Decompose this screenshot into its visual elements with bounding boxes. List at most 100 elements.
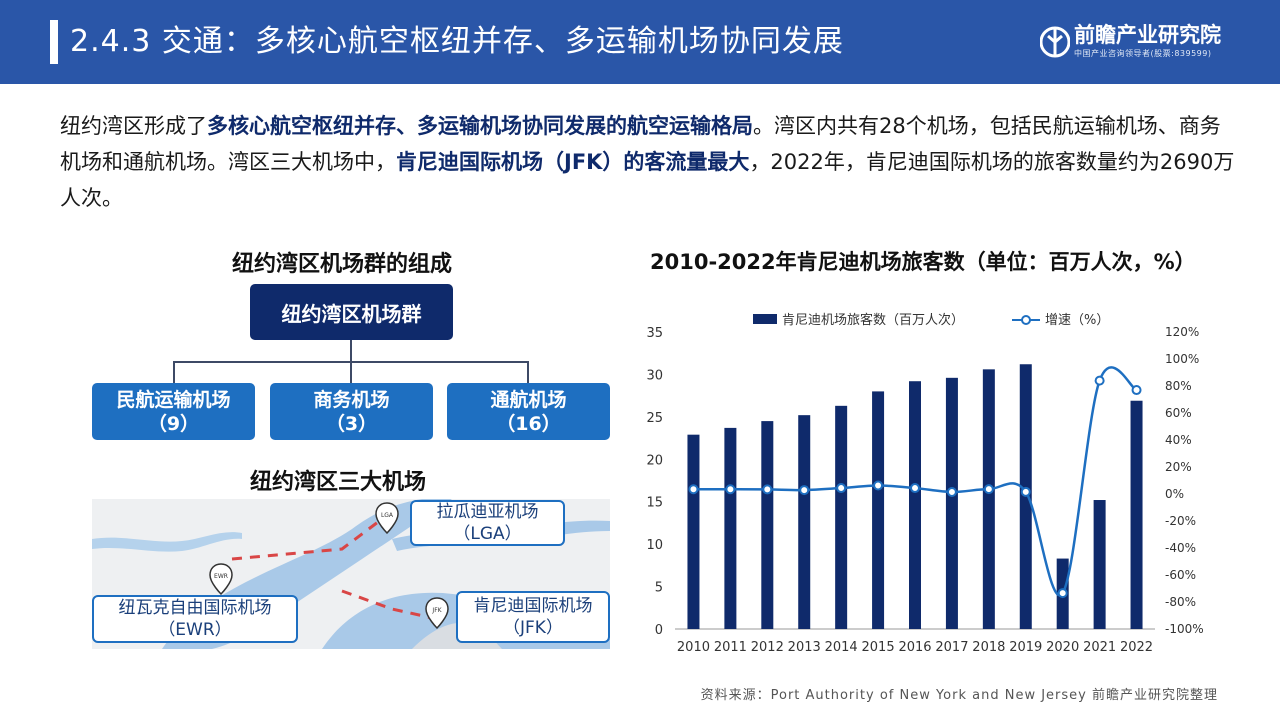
bar-2018 bbox=[982, 369, 995, 629]
jfk-location-pin-icon: JFK bbox=[425, 597, 449, 629]
y-right-tick-label: 20% bbox=[1165, 460, 1192, 474]
y-left-tick-label: 5 bbox=[655, 581, 663, 596]
growth-point-2013 bbox=[799, 485, 810, 496]
intro-text-1: 纽约湾区形成了 bbox=[60, 114, 207, 138]
org-child-name: 民航运输机场 bbox=[116, 388, 231, 411]
x-tick-label: 2010 bbox=[677, 640, 710, 655]
lga-label: 拉瓜迪亚机场 （LGA） bbox=[410, 500, 565, 546]
y-right-tick-label: 0% bbox=[1165, 487, 1184, 501]
growth-point-2021 bbox=[1094, 375, 1105, 386]
flight-route-arrows bbox=[231, 517, 438, 621]
org-root-box: 纽约湾区机场群 bbox=[250, 284, 453, 340]
bar-2022 bbox=[1130, 400, 1143, 629]
jfk-label: 肯尼迪国际机场 （JFK） bbox=[456, 591, 610, 643]
source-note: 资料来源：Port Authority of New York and New … bbox=[700, 688, 1218, 703]
legend-bar-label: 肯尼迪机场旅客数（百万人次） bbox=[782, 312, 964, 328]
bar-2016 bbox=[909, 381, 921, 629]
intro-paragraph: 纽约湾区形成了多核心航空枢纽并存、多运输机场协同发展的航空运输格局。湾区内共有2… bbox=[60, 108, 1240, 216]
org-child-count: （9） bbox=[147, 412, 200, 435]
ewr-label: 纽瓦克自由国际机场 （EWR） bbox=[92, 595, 298, 643]
y-right-tick-label: 80% bbox=[1165, 379, 1192, 393]
bar-2017 bbox=[945, 377, 958, 629]
growth-point-2016 bbox=[910, 483, 920, 494]
growth-point-2019 bbox=[1020, 486, 1031, 497]
lga-pin-code: LGA bbox=[381, 512, 394, 519]
org-child-general: 通航机场 （16） bbox=[447, 383, 610, 440]
bar-2015 bbox=[872, 391, 885, 629]
growth-point-2014 bbox=[836, 483, 847, 494]
passenger-chart: 肯尼迪机场旅客数（百万人次） 增速（%） 0 5 10 15 20 25 30 35 -100% -8… bbox=[646, 312, 1203, 655]
legend-line-marker bbox=[1021, 315, 1031, 325]
x-tick-label: 2011 bbox=[714, 640, 747, 655]
lga-name: 拉瓜迪亚机场 bbox=[436, 502, 539, 522]
x-tick-label: 2019 bbox=[1009, 640, 1042, 655]
org-child-count: （16） bbox=[496, 412, 561, 435]
airport-map: LGA EWR JFK 拉瓜迪亚机场 （LGA） 纽瓦克自由国际机场 （EWR）… bbox=[92, 499, 610, 649]
org-connector-right bbox=[527, 361, 529, 383]
lga-code: （LGA） bbox=[453, 524, 522, 544]
company-logo: 前瞻产业研究院 中国产业咨询领导者(股票:839599) bbox=[1040, 22, 1240, 64]
org-child-name: 通航机场 bbox=[490, 388, 567, 411]
bar-2013 bbox=[798, 415, 811, 629]
y-right-tick-label: 60% bbox=[1165, 406, 1192, 420]
org-connector-left bbox=[173, 361, 175, 383]
bar-2014 bbox=[835, 405, 848, 629]
y-right-tick-label: -80% bbox=[1165, 595, 1196, 609]
y-right-tick-label: -40% bbox=[1165, 541, 1196, 555]
intro-text-2: 。湾区内共有28个机场，包括民航运输机场、商务机场和通航机场。湾区三大机场中， bbox=[60, 114, 1221, 174]
x-tick-label: 2022 bbox=[1120, 640, 1153, 655]
ewr-code: （EWR） bbox=[158, 620, 232, 640]
org-connector-middle bbox=[350, 361, 352, 383]
org-child-business: 商务机场 （3） bbox=[270, 383, 433, 440]
y-left-tick-label: 15 bbox=[646, 496, 663, 511]
y-left-tick-label: 30 bbox=[646, 368, 663, 383]
bar-2012 bbox=[761, 421, 774, 629]
ewr-location-pin-icon: EWR bbox=[209, 563, 233, 595]
x-tick-label: 2020 bbox=[1046, 640, 1079, 655]
jfk-name: 肯尼迪国际机场 bbox=[473, 596, 593, 616]
bar-2011 bbox=[724, 427, 737, 629]
lga-location-pin-icon: LGA bbox=[375, 502, 399, 534]
growth-point-2010 bbox=[688, 484, 699, 495]
y-right-tick-label: 100% bbox=[1165, 352, 1199, 366]
x-tick-label: 2021 bbox=[1083, 640, 1116, 655]
growth-line bbox=[693, 366, 1138, 597]
org-child-name: 商务机场 bbox=[313, 388, 390, 411]
intro-text-3: ，2022年，肯尼迪国际机场的旅客数量约为2690万人次。 bbox=[60, 150, 1235, 210]
growth-point-2012 bbox=[762, 484, 773, 495]
y-right-tick-label: -60% bbox=[1165, 568, 1196, 582]
growth-point-2018 bbox=[983, 484, 994, 495]
intro-highlight-2: 肯尼迪国际机场（JFK）的客流量最大 bbox=[396, 150, 750, 174]
growth-point-2020 bbox=[1057, 588, 1068, 599]
growth-point-2017 bbox=[946, 486, 957, 497]
logo-subtitle: 中国产业咨询领导者(股票:839599) bbox=[1074, 49, 1212, 58]
legend-line-label: 增速（%） bbox=[1045, 313, 1109, 328]
ewr-pin-code: EWR bbox=[214, 573, 228, 580]
org-child-civil: 民航运输机场 （9） bbox=[92, 383, 255, 440]
org-connector-vertical bbox=[350, 340, 352, 362]
y-left-tick-label: 25 bbox=[646, 411, 663, 426]
bar-2010 bbox=[687, 434, 700, 629]
x-tick-label: 2017 bbox=[935, 640, 968, 655]
x-tick-label: 2018 bbox=[972, 640, 1005, 655]
org-child-count: （3） bbox=[325, 412, 378, 435]
org-chart-title: 纽约湾区机场群的组成 bbox=[232, 252, 453, 277]
growth-point-2015 bbox=[873, 480, 884, 491]
page-title: 2.4.3 交通：多核心航空枢纽并存、多运输机场协同发展 bbox=[70, 24, 844, 59]
bar-2021 bbox=[1093, 500, 1106, 629]
jfk-code: （JFK） bbox=[503, 618, 563, 638]
x-tick-label: 2015 bbox=[862, 640, 895, 655]
y-right-tick-label: -20% bbox=[1165, 514, 1196, 528]
ewr-name: 纽瓦克自由国际机场 bbox=[118, 598, 272, 618]
x-tick-label: 2012 bbox=[751, 640, 784, 655]
header-bar: 2.4.3 交通：多核心航空枢纽并存、多运输机场协同发展 前瞻产业研究院 中国产… bbox=[0, 0, 1280, 84]
map-title: 纽约湾区三大机场 bbox=[250, 470, 427, 495]
growth-point-2011 bbox=[725, 484, 736, 495]
x-tick-label: 2013 bbox=[788, 640, 821, 655]
x-tick-label: 2014 bbox=[825, 640, 858, 655]
logo-mark-icon bbox=[1040, 26, 1070, 58]
y-left-tick-label: 10 bbox=[646, 538, 663, 553]
x-tick-label: 2016 bbox=[898, 640, 931, 655]
intro-highlight-1: 多核心航空枢纽并存、多运输机场协同发展的航空运输格局 bbox=[207, 114, 753, 138]
jfk-pin-code: JFK bbox=[431, 607, 442, 614]
